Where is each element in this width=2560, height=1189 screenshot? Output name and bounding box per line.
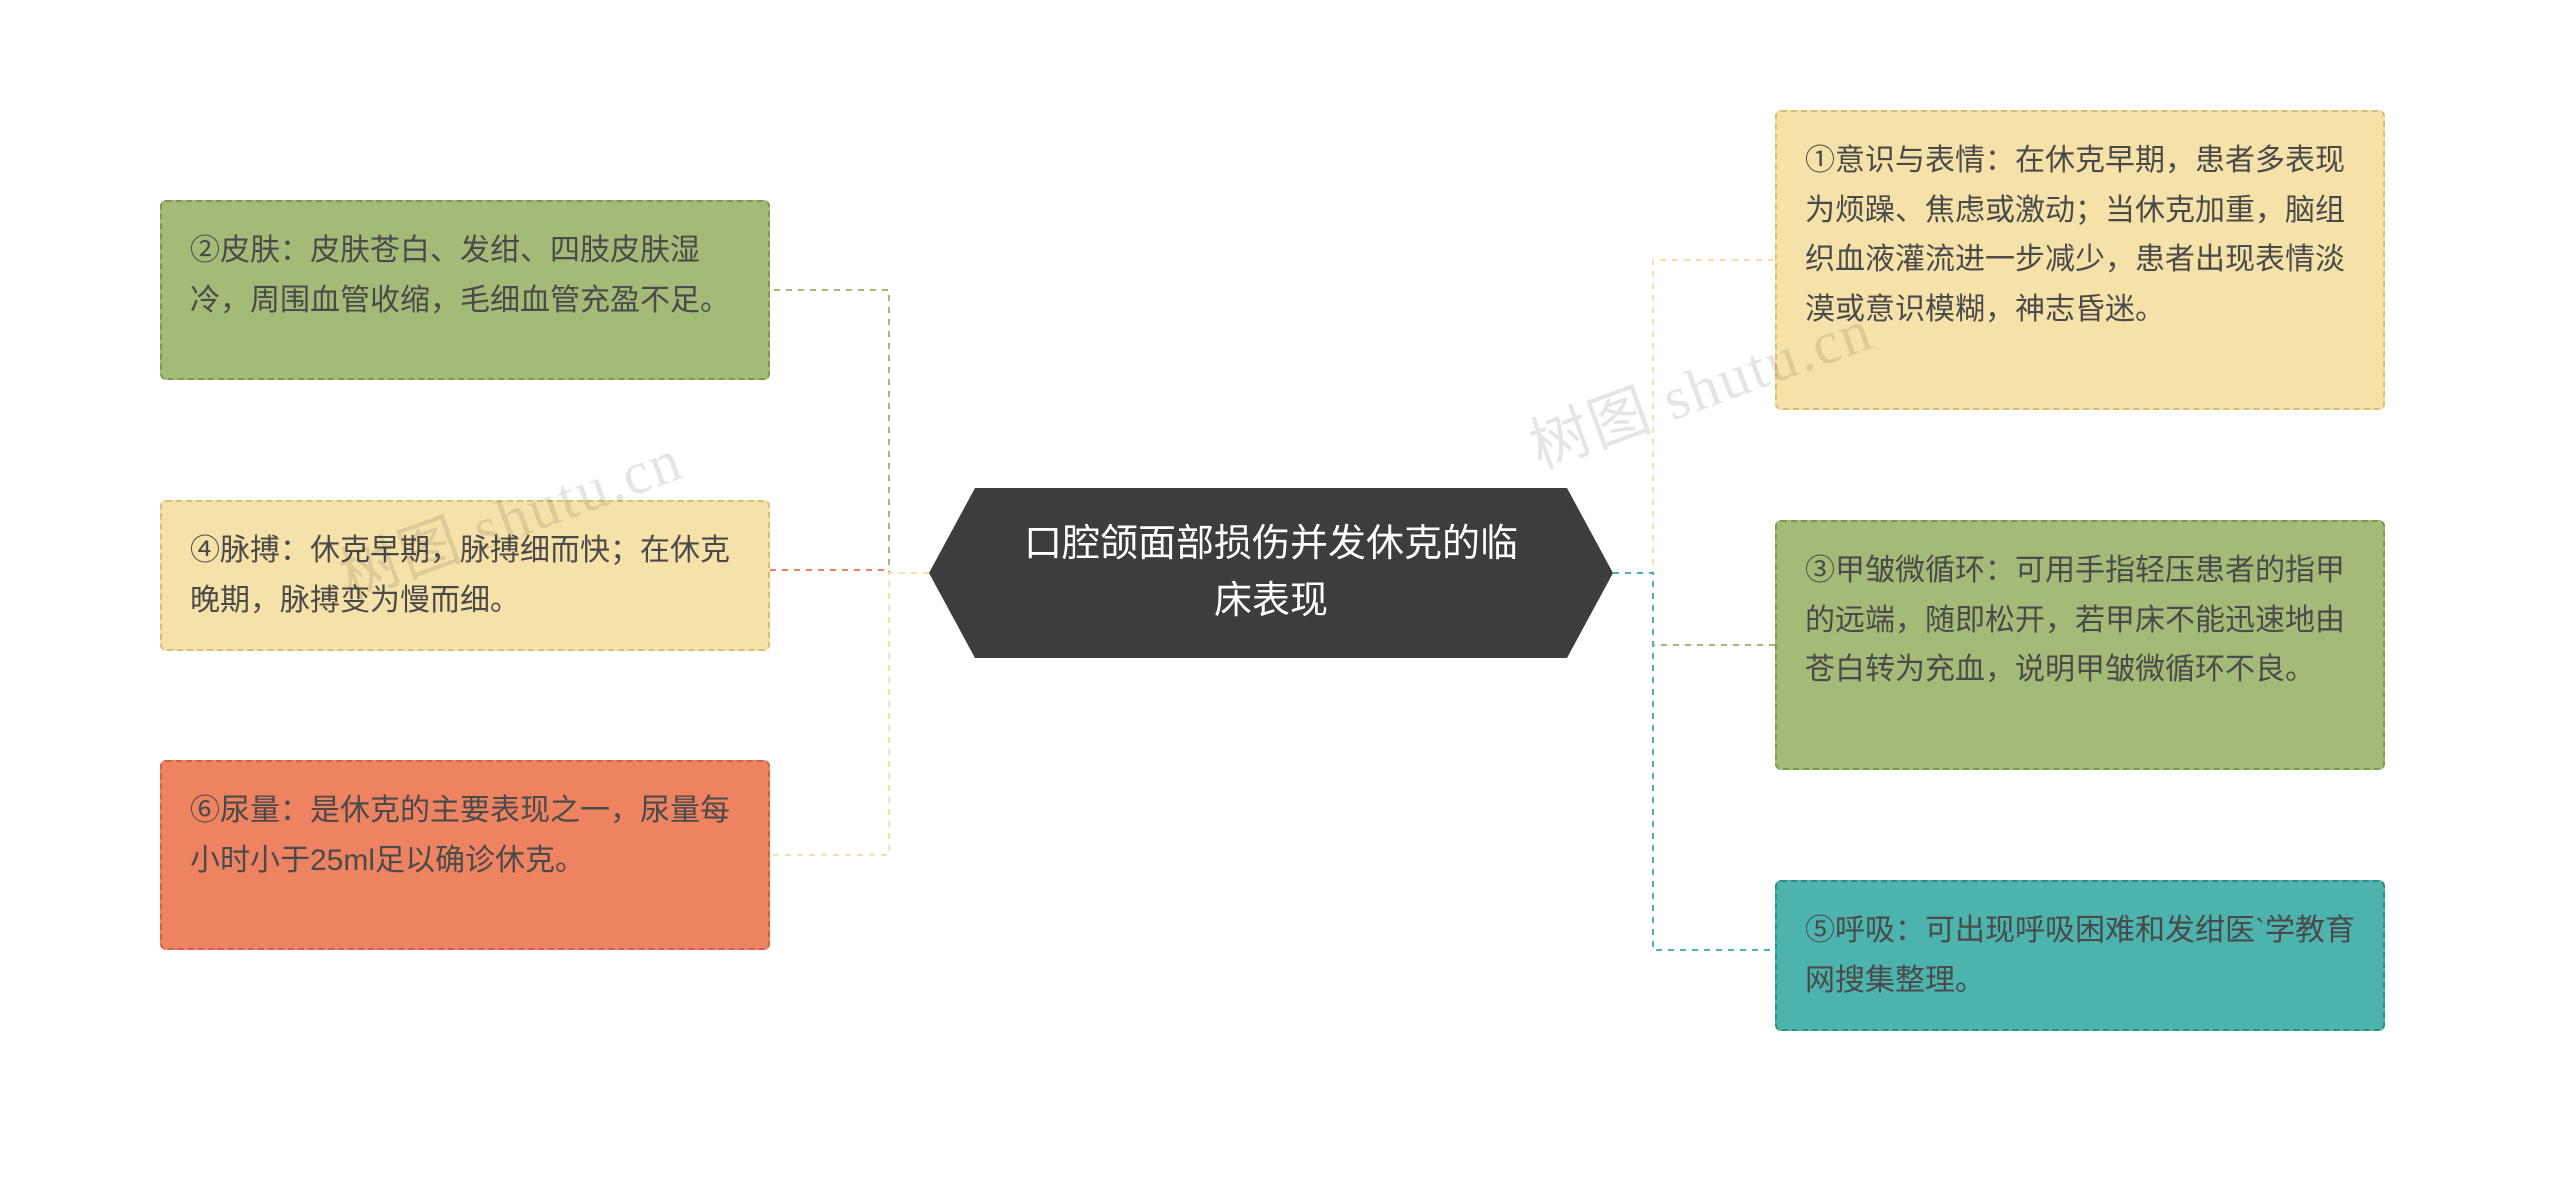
branch-node: ③甲皱微循环：可用手指轻压患者的指甲的远端，随即松开，若甲床不能迅速地由苍白转为… <box>1775 520 2385 770</box>
diagram-canvas: 口腔颌面部损伤并发休克的临床表现 ②皮肤：皮肤苍白、发绀、四肢皮肤湿冷，周围血管收… <box>0 0 2560 1189</box>
branch-node: ⑤呼吸：可出现呼吸困难和发绀医`学教育网搜集整理。 <box>1775 880 2385 1031</box>
connector <box>1613 573 1775 950</box>
branch-node: ⑥尿量：是休克的主要表现之一，尿量每小时小于25ml足以确诊休克。 <box>160 760 770 950</box>
branch-node: ②皮肤：皮肤苍白、发绀、四肢皮肤湿冷，周围血管收缩，毛细血管充盈不足。 <box>160 200 770 380</box>
connector <box>770 570 929 573</box>
connector <box>770 290 929 573</box>
center-node-text: 口腔颌面部损伤并发休克的临床表现 <box>1011 516 1531 630</box>
connector <box>770 573 929 855</box>
center-node: 口腔颌面部损伤并发休克的临床表现 <box>975 488 1567 658</box>
connector <box>1613 573 1775 645</box>
